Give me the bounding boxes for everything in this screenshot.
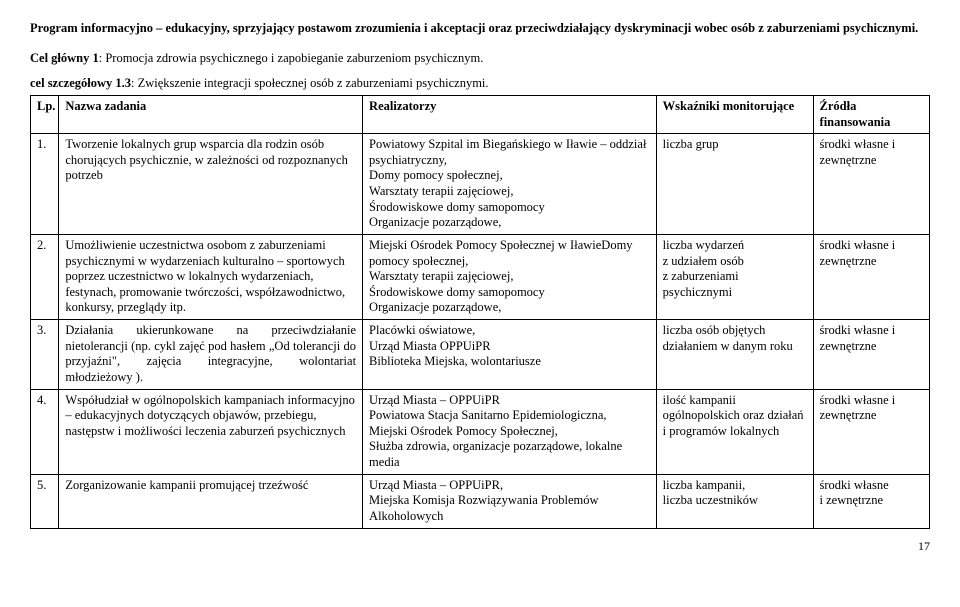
- table-cell: Powiatowy Szpital im Biegańskiego w Iław…: [363, 134, 657, 235]
- header-ws: Wskaźniki monitorujące: [656, 95, 813, 133]
- header-name: Nazwa zadania: [59, 95, 363, 133]
- sub-goal-label: cel szczegółowy 1.3: [30, 76, 131, 90]
- main-goal: Cel główny 1: Promocja zdrowia psychiczn…: [30, 51, 930, 66]
- table-row: 2.Umożliwienie uczestnictwa osobom z zab…: [31, 234, 930, 319]
- table-cell: 2.: [31, 234, 59, 319]
- table-cell: Działania ukierunkowane na przeciwdziała…: [59, 320, 363, 390]
- table-cell: 1.: [31, 134, 59, 235]
- program-title: Program informacyjno – edukacyjny, sprzy…: [30, 20, 930, 37]
- table-cell: środki własne i zewnętrzne: [813, 134, 929, 235]
- table-cell: Placówki oświatowe,Urząd Miasta OPPUiPRB…: [363, 320, 657, 390]
- table-cell: środki własne i zewnętrzne: [813, 234, 929, 319]
- main-goal-text: : Promocja zdrowia psychicznego i zapobi…: [99, 51, 484, 65]
- table-cell: 5.: [31, 474, 59, 528]
- table-row: 3.Działania ukierunkowane na przeciwdzia…: [31, 320, 930, 390]
- header-src: Źródła finansowania: [813, 95, 929, 133]
- table-cell: ilość kampanii ogólnopolskich oraz dział…: [656, 389, 813, 474]
- table-cell: liczba wydarzeńz udziałem osóbz zaburzen…: [656, 234, 813, 319]
- tasks-table: Lp. Nazwa zadania Realizatorzy Wskaźniki…: [30, 95, 930, 529]
- table-cell: Umożliwienie uczestnictwa osobom z zabur…: [59, 234, 363, 319]
- sub-goal-text: : Zwiększenie integracji społecznej osób…: [131, 76, 489, 90]
- sub-goal: cel szczegółowy 1.3: Zwiększenie integra…: [30, 76, 930, 91]
- table-cell: 3.: [31, 320, 59, 390]
- table-cell: środki własnei zewnętrzne: [813, 474, 929, 528]
- table-cell: liczba osób objętych działaniem w danym …: [656, 320, 813, 390]
- table-cell: liczba grup: [656, 134, 813, 235]
- table-cell: Tworzenie lokalnych grup wsparcia dla ro…: [59, 134, 363, 235]
- header-real: Realizatorzy: [363, 95, 657, 133]
- page-number: 17: [30, 539, 930, 554]
- table-cell: Urząd Miasta – OPPUiPR,Miejska Komisja R…: [363, 474, 657, 528]
- table-cell: liczba kampanii,liczba uczestników: [656, 474, 813, 528]
- table-row: 5.Zorganizowanie kampanii promującej trz…: [31, 474, 930, 528]
- table-cell: 4.: [31, 389, 59, 474]
- table-row: 1.Tworzenie lokalnych grup wsparcia dla …: [31, 134, 930, 235]
- table-header-row: Lp. Nazwa zadania Realizatorzy Wskaźniki…: [31, 95, 930, 133]
- table-cell: Zorganizowanie kampanii promującej trzeź…: [59, 474, 363, 528]
- main-goal-label: Cel główny 1: [30, 51, 99, 65]
- table-cell: Urząd Miasta – OPPUiPRPowiatowa Stacja S…: [363, 389, 657, 474]
- header-lp: Lp.: [31, 95, 59, 133]
- table-cell: środki własne i zewnętrzne: [813, 320, 929, 390]
- table-cell: Miejski Ośrodek Pomocy Społecznej w Iław…: [363, 234, 657, 319]
- table-row: 4.Współudział w ogólnopolskich kampaniac…: [31, 389, 930, 474]
- table-cell: środki własne i zewnętrzne: [813, 389, 929, 474]
- table-cell: Współudział w ogólnopolskich kampaniach …: [59, 389, 363, 474]
